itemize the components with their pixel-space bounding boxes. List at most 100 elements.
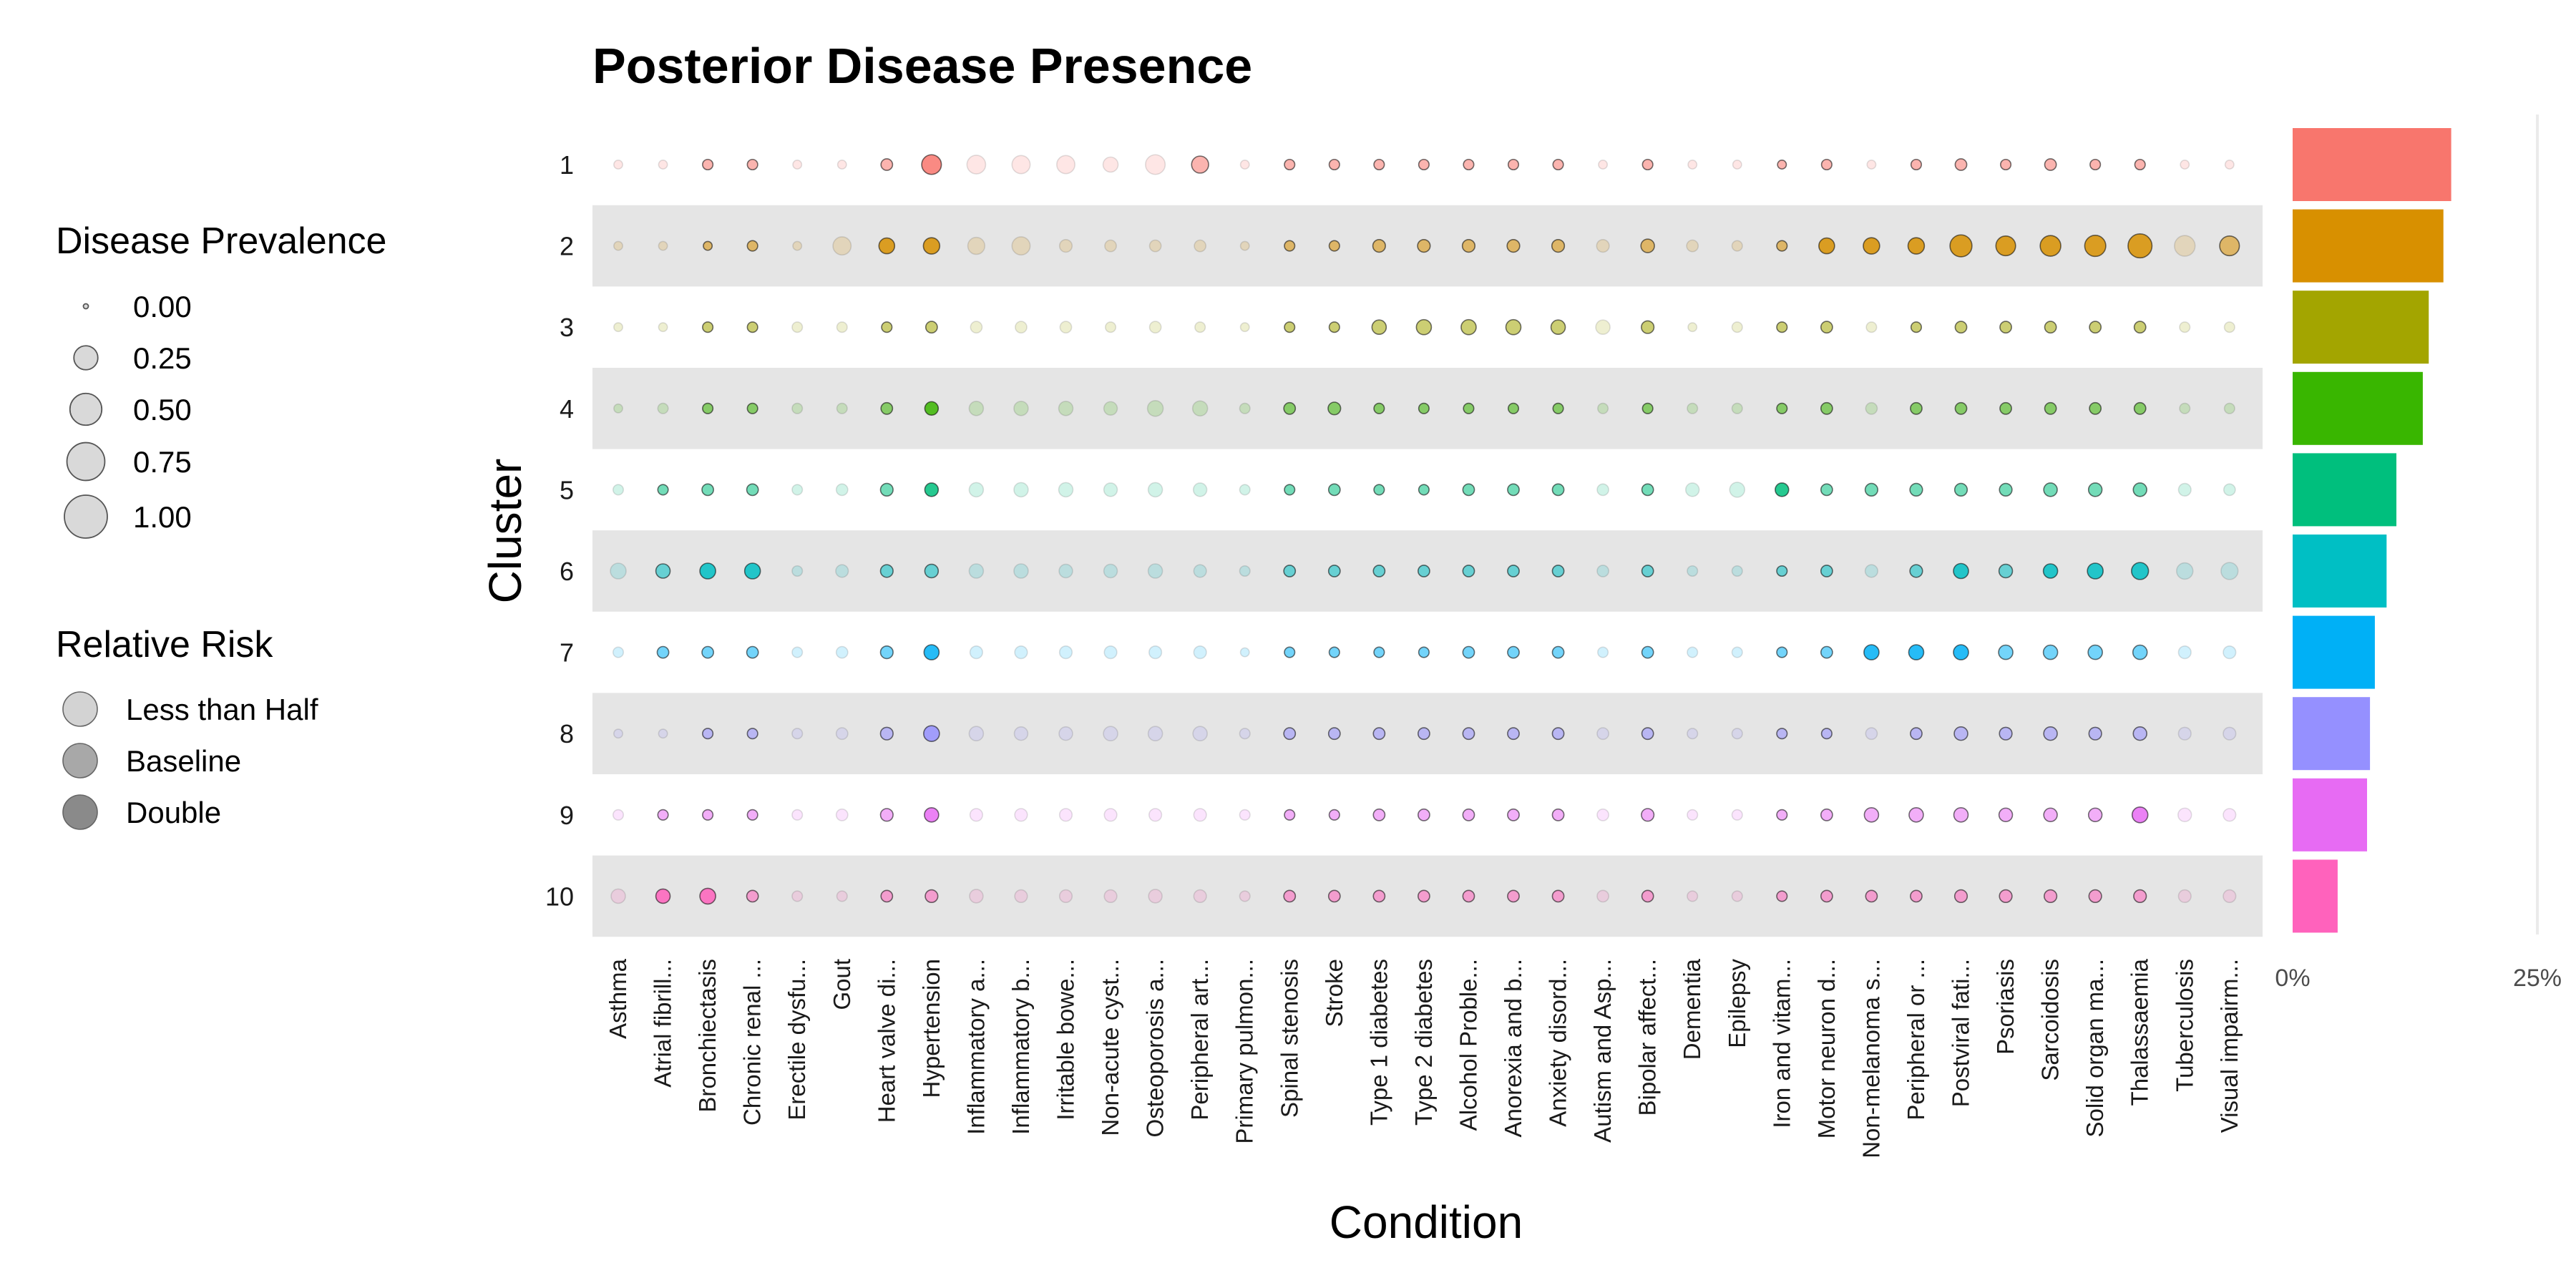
data-point [1058, 808, 1073, 822]
data-point [2223, 726, 2237, 741]
legend-prevalence-label: 1.00 [133, 500, 192, 534]
data-point [1507, 727, 1520, 741]
legend-relative-risk-symbol [62, 691, 98, 727]
data-point [1239, 160, 1250, 170]
data-point [746, 321, 758, 333]
data-point [2131, 806, 2149, 824]
x-tick-label: Heart valve di... [873, 959, 899, 1123]
data-point [1550, 319, 1566, 335]
data-point [1909, 482, 1923, 497]
data-point [2177, 807, 2192, 823]
data-point [1954, 158, 1968, 171]
data-point [1418, 727, 1430, 741]
data-point [657, 809, 669, 821]
data-point [1239, 890, 1251, 902]
data-point [791, 565, 804, 577]
data-point [657, 484, 669, 496]
data-point [2134, 158, 2146, 171]
data-point [1776, 240, 1788, 252]
data-point [1239, 647, 1250, 658]
data-point [658, 160, 668, 170]
data-point [1731, 402, 1743, 414]
data-point [702, 158, 714, 171]
data-point [1013, 726, 1029, 741]
data-point [1686, 239, 1699, 253]
x-tick-label: Motor neuron d... [1813, 959, 1840, 1138]
data-point [1327, 889, 1341, 903]
data-point [610, 888, 626, 904]
data-point [1820, 321, 1833, 334]
data-point [2087, 644, 2103, 660]
data-point [1641, 808, 1655, 822]
data-point [1104, 239, 1117, 253]
data-point [2132, 726, 2147, 741]
data-point [1147, 563, 1163, 579]
x-tick-label: Thalassaemia [2127, 958, 2153, 1106]
data-point [1014, 889, 1028, 903]
data-point [702, 321, 714, 333]
data-point [1687, 809, 1699, 821]
data-point [1507, 889, 1520, 903]
data-point [1641, 727, 1654, 741]
data-point [702, 728, 714, 740]
data-point [1328, 240, 1340, 252]
cluster-share-bar [2293, 535, 2387, 608]
legend-prevalence-symbol [73, 345, 99, 371]
data-point [1687, 160, 1698, 170]
data-point [1910, 727, 1923, 741]
data-point [836, 321, 848, 333]
data-point [1953, 644, 1969, 660]
cluster-share-bar [2293, 615, 2375, 689]
data-point [1907, 237, 1926, 255]
cluster-share-bar [2293, 291, 2429, 364]
data-point [2043, 807, 2058, 823]
data-point [1507, 808, 1520, 821]
data-point [1058, 726, 1073, 741]
data-point [792, 240, 803, 251]
data-point [1193, 564, 1207, 578]
data-point [2177, 726, 2192, 741]
data-point [1328, 158, 1340, 171]
data-point [2224, 160, 2235, 170]
data-point [1013, 482, 1029, 498]
cluster-share-bar [2293, 778, 2367, 852]
x-tick-label: Solid organ ma... [2082, 959, 2108, 1137]
data-point [2087, 807, 2103, 823]
data-point [1013, 401, 1029, 416]
data-point [1596, 889, 1609, 903]
data-point [1103, 808, 1118, 822]
data-point [1775, 482, 1790, 497]
data-point [1999, 321, 2012, 334]
data-point [2176, 562, 2194, 580]
data-point [613, 322, 623, 333]
y-tick-label: 6 [560, 557, 574, 586]
x-tick-label: Epilepsy [1724, 959, 1750, 1048]
data-point [1507, 402, 1520, 414]
data-point [1284, 484, 1296, 496]
data-point [966, 155, 987, 175]
x-tick-label: Peripheral or ... [1903, 959, 1929, 1121]
data-point [1058, 563, 1073, 579]
data-point [1327, 727, 1341, 741]
data-point [2131, 562, 2150, 580]
cluster-share-bar [2293, 859, 2338, 933]
legend-relative-risk-symbol [62, 794, 98, 830]
data-point [2088, 726, 2102, 741]
data-point [613, 728, 623, 739]
data-point [791, 809, 804, 821]
data-point [835, 645, 849, 659]
data-point [1953, 482, 1968, 497]
data-point [1418, 889, 1430, 903]
data-point [2133, 321, 2147, 334]
data-point [791, 646, 804, 658]
data-point [1687, 728, 1699, 740]
x-tick-label: Anorexia and b... [1500, 959, 1526, 1138]
data-point [1995, 235, 2016, 257]
data-point [1058, 239, 1073, 253]
cluster-share-axis: 0% 25% [2275, 114, 2562, 992]
data-point [1552, 402, 1564, 414]
data-point [1641, 402, 1654, 414]
data-point [1953, 889, 1968, 903]
x-tick-label: Atrial fibrill... [650, 959, 676, 1088]
data-point [2089, 321, 2102, 334]
